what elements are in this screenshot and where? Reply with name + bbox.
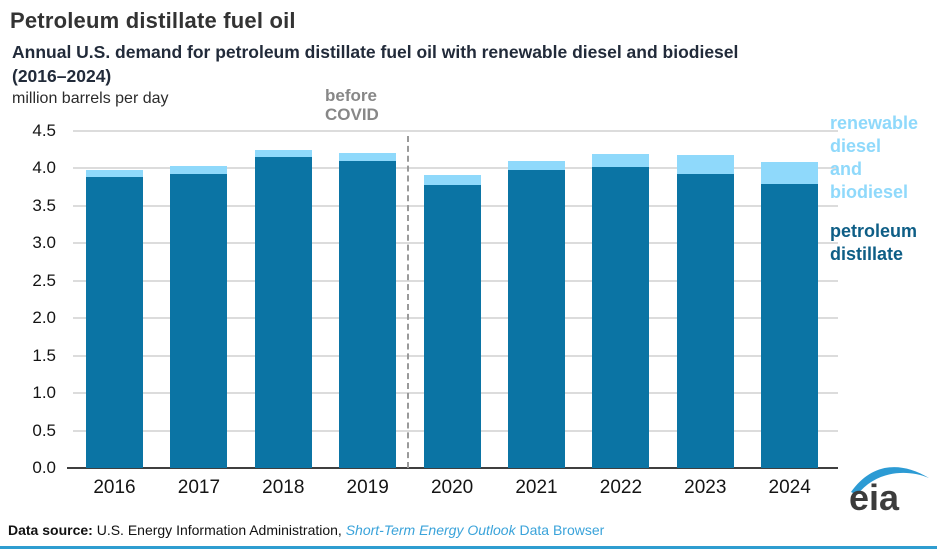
x-axis-tick-label: 2016: [93, 477, 136, 498]
legend-petroleum-distillate: petroleum distillate: [830, 221, 918, 264]
bar-petroleum-distillate: [170, 173, 228, 468]
chart-subtitle: Annual U.S. demand for petroleum distill…: [12, 40, 922, 88]
bar-renewable-diesel-biodiesel: [592, 154, 650, 167]
gridline: [73, 167, 838, 170]
y-axis-tick-label: 0.0: [32, 458, 56, 477]
bar-renewable-diesel-biodiesel: [254, 149, 312, 158]
bar-petroleum-distillate: [508, 169, 565, 468]
bar-renewable-diesel-biodiesel: [170, 166, 228, 174]
bar-renewable-diesel-biodiesel: [508, 160, 565, 170]
data-source-label: Data source:: [8, 522, 93, 538]
x-axis-tick-label: 2022: [599, 477, 643, 498]
bar-petroleum-distillate: [676, 174, 734, 468]
x-axis-tick-label: 2021: [515, 477, 558, 498]
bottom-blue-rule: [0, 546, 937, 549]
eia-logo-text: eia: [849, 477, 900, 516]
bar-petroleum-distillate: [592, 166, 650, 468]
before-covid-divider-line: [406, 136, 409, 468]
data-source-text: U.S. Energy Information Administration,: [92, 522, 346, 538]
bar-petroleum-distillate: [761, 184, 819, 468]
eia-logo: eia: [849, 467, 929, 516]
legend-renewable-diesel-and-biodiesel: renewable diesel and biodiesel: [830, 113, 919, 202]
x-axis-tick-label: 2018: [262, 477, 305, 498]
x-axis-tick-label: 2023: [684, 477, 727, 498]
y-axis-tick-label: 4.5: [32, 120, 56, 140]
bar-renewable-diesel-biodiesel: [761, 161, 819, 185]
steo-link[interactable]: Short-Term Energy Outlook: [345, 522, 516, 538]
bar-petroleum-distillate: [86, 176, 143, 468]
x-axis-tick-label: 2024: [768, 477, 811, 498]
bar-petroleum-distillate: [339, 160, 397, 468]
x-axis-tick-label: 2020: [430, 477, 474, 498]
data-browser-link[interactable]: Data Browser: [515, 522, 605, 538]
x-axis-tick-label: 2017: [177, 477, 221, 498]
y-axis-tick-label: 1.0: [32, 383, 56, 403]
y-axis-tick-label: 2.0: [32, 308, 56, 328]
data-source-note: Data source: U.S. Energy Information Adm…: [8, 522, 604, 538]
bar-petroleum-distillate: [254, 157, 312, 468]
eia-logo-swoosh-icon: [851, 467, 929, 495]
chart-subtitle-line2: (2016–2024): [12, 66, 112, 86]
y-axis-tick-label: 2.5: [32, 270, 56, 290]
x-axis-tick-label: 2019: [346, 477, 389, 498]
x-axis-line: [67, 467, 838, 469]
bar-renewable-diesel-biodiesel: [86, 169, 143, 177]
bar-petroleum-distillate: [423, 184, 481, 468]
bar-renewable-diesel-biodiesel: [339, 152, 397, 161]
chart-subtitle-line1: Annual U.S. demand for petroleum distill…: [12, 42, 739, 62]
y-axis-tick-label: 4.0: [32, 158, 56, 178]
gridline: [73, 129, 838, 132]
y-axis-units-label: million barrels per day: [12, 90, 169, 107]
bar-renewable-diesel-biodiesel: [423, 175, 481, 185]
y-axis-tick-label: 3.5: [32, 195, 56, 215]
page-title: Petroleum distillate fuel oil: [10, 8, 296, 33]
y-axis-tick-label: 3.0: [32, 233, 56, 253]
before-covid-annotation: before COVID: [325, 86, 379, 124]
y-axis-tick-label: 1.5: [32, 345, 56, 365]
y-axis-tick-label: 0.5: [32, 420, 56, 440]
bar-renewable-diesel-biodiesel: [676, 154, 734, 175]
